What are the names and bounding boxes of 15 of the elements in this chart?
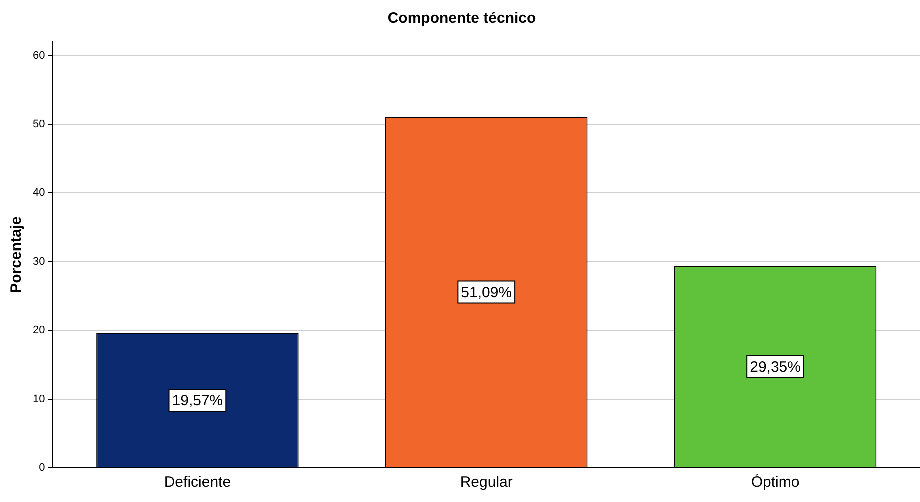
- y-tick-label: 10: [32, 393, 46, 406]
- y-tick-label: 60: [32, 50, 46, 62]
- x-tick-label: Óptimo: [751, 473, 800, 492]
- y-tick-label: 20: [32, 324, 46, 337]
- y-tick-label: 40: [32, 187, 46, 200]
- data-label: 51,09%: [461, 284, 512, 302]
- y-axis-title: Porcentaje: [8, 216, 26, 294]
- data-label: 19,57%: [172, 392, 224, 410]
- y-tick-label: 30: [32, 256, 46, 268]
- x-tick-label: Regular: [460, 474, 513, 492]
- y-tick-label: 0: [39, 462, 46, 474]
- data-label: 29,35%: [750, 359, 801, 376]
- x-tick-label: Deficiente: [164, 474, 232, 492]
- y-tick-label: 50: [32, 118, 46, 130]
- chart-title: Componente técnico: [388, 10, 536, 28]
